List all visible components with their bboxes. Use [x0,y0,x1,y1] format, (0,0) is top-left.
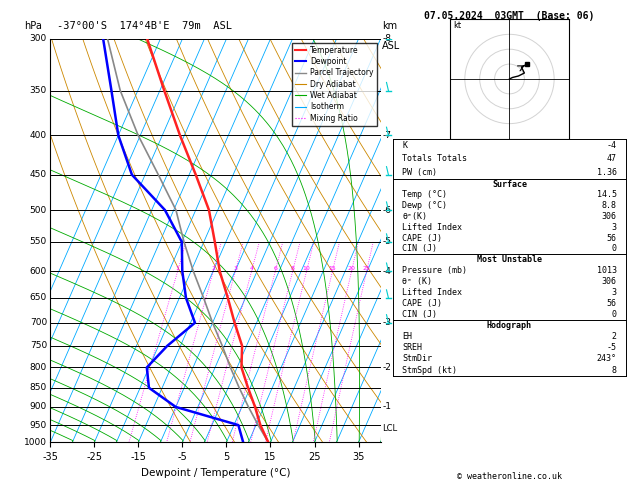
Text: 3: 3 [233,266,237,271]
Text: 10: 10 [303,266,311,271]
Text: Surface: Surface [492,180,527,189]
Text: Temp (°C): Temp (°C) [403,191,447,199]
Text: 700: 700 [30,318,47,327]
Text: 800: 800 [30,363,47,372]
Text: 1.36: 1.36 [596,168,616,176]
Text: -4: -4 [606,141,616,150]
Text: km: km [382,21,398,31]
Text: PW (cm): PW (cm) [403,168,437,176]
Text: kt: kt [453,21,461,30]
Text: Mixing Ratio (g/kg): Mixing Ratio (g/kg) [409,218,418,304]
Text: 2: 2 [211,266,215,271]
Text: 0: 0 [611,244,616,253]
Text: -4: -4 [382,267,391,276]
Text: 306: 306 [601,277,616,286]
Text: 3: 3 [611,288,616,297]
Text: 950: 950 [30,420,47,430]
Text: 1: 1 [175,266,180,271]
Text: 750: 750 [30,341,47,350]
Text: Most Unstable: Most Unstable [477,255,542,264]
Text: CIN (J): CIN (J) [403,244,437,253]
Text: 2: 2 [611,332,616,341]
Text: -37°00'S  174°4B'E  79m  ASL: -37°00'S 174°4B'E 79m ASL [57,21,232,31]
Text: Dewp (°C): Dewp (°C) [403,201,447,210]
Text: Lifted Index: Lifted Index [403,288,462,297]
Text: -6: -6 [382,206,391,214]
Text: StmSpd (kt): StmSpd (kt) [403,365,457,375]
Text: -5: -5 [382,238,391,246]
Text: -3: -3 [382,318,391,327]
Text: -8: -8 [382,35,391,43]
Legend: Temperature, Dewpoint, Parcel Trajectory, Dry Adiabat, Wet Adiabat, Isotherm, Mi: Temperature, Dewpoint, Parcel Trajectory… [292,43,377,125]
Text: 850: 850 [30,383,47,392]
Text: 14.5: 14.5 [596,191,616,199]
Text: CIN (J): CIN (J) [403,310,437,319]
Text: LCL: LCL [382,424,398,433]
Text: Totals Totals: Totals Totals [403,154,467,163]
Text: 56: 56 [606,234,616,243]
Text: 300: 300 [30,35,47,43]
Text: 3: 3 [611,223,616,232]
Text: 243°: 243° [596,354,616,364]
Text: 650: 650 [30,294,47,302]
Text: 20: 20 [348,266,355,271]
Text: © weatheronline.co.uk: © weatheronline.co.uk [457,472,562,481]
Text: 0: 0 [611,310,616,319]
Text: CAPE (J): CAPE (J) [403,299,442,308]
Text: θᵉ (K): θᵉ (K) [403,277,432,286]
Text: Lifted Index: Lifted Index [403,223,462,232]
Text: -1: -1 [382,402,391,412]
Text: θᵉ(K): θᵉ(K) [403,212,428,221]
Text: 500: 500 [30,206,47,214]
Text: 350: 350 [30,86,47,95]
Text: 6: 6 [274,266,277,271]
Text: 600: 600 [30,267,47,276]
Text: K: K [403,141,408,150]
Text: hPa: hPa [24,21,42,31]
Text: ASL: ASL [382,41,401,51]
Text: StmDir: StmDir [403,354,432,364]
Text: 07.05.2024  03GMT  (Base: 06): 07.05.2024 03GMT (Base: 06) [425,11,594,21]
Text: EH: EH [403,332,413,341]
Text: 1013: 1013 [596,266,616,275]
Text: 8: 8 [611,365,616,375]
Text: 56: 56 [606,299,616,308]
Text: 450: 450 [30,170,47,179]
Text: 25: 25 [363,266,370,271]
Text: CAPE (J): CAPE (J) [403,234,442,243]
Text: 900: 900 [30,402,47,412]
Text: 8.8: 8.8 [601,201,616,210]
Text: Hodograph: Hodograph [487,321,532,330]
Text: 306: 306 [601,212,616,221]
Text: -5: -5 [606,343,616,352]
X-axis label: Dewpoint / Temperature (°C): Dewpoint / Temperature (°C) [141,468,290,478]
Text: -7: -7 [382,131,391,140]
Text: 15: 15 [328,266,337,271]
Text: 550: 550 [30,238,47,246]
Text: SREH: SREH [403,343,423,352]
Text: 1000: 1000 [24,438,47,447]
Text: 8: 8 [291,266,294,271]
Text: 4: 4 [250,266,253,271]
Text: -2: -2 [382,363,391,372]
Text: 47: 47 [606,154,616,163]
Text: 400: 400 [30,131,47,140]
Text: Pressure (mb): Pressure (mb) [403,266,467,275]
